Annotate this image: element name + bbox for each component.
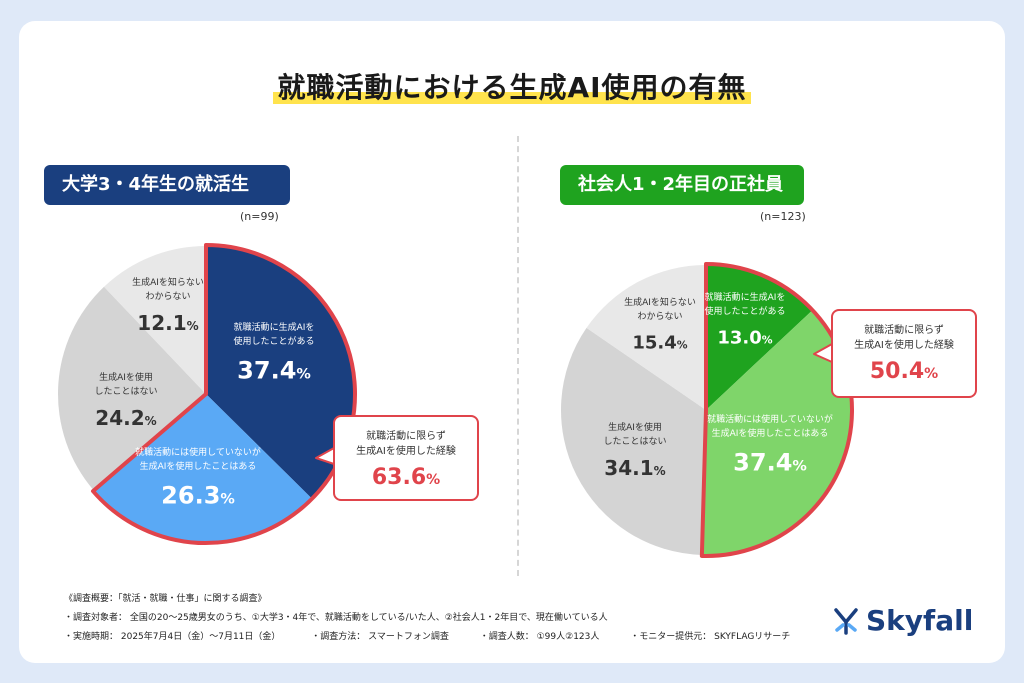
callout-right-percent: %: [924, 366, 939, 382]
pie0-slice-0-percent: %: [296, 366, 310, 382]
title-wrap: 就職活動における生成AI使用の有無: [0, 66, 1024, 106]
survey-footer: 《調査概要：「就活・就職・仕事」に関する調査》 ・調査対象者： 全国の20〜25…: [64, 590, 818, 647]
pie1-slice-3: [586, 265, 706, 410]
pie0-slice-2: [57, 286, 207, 491]
callout-left-value: 63.6: [371, 465, 427, 490]
pie1-slice-1-label: 就職活動には使用していないが: [707, 413, 833, 425]
pie0-slice-1-label: 生成AIを使用したことはある: [140, 460, 257, 472]
footer-period: ・実施時期： 2025年7月4日（金）〜7月11日（金）: [64, 632, 281, 642]
footer-method: ・調査方法： スマートフォン調査: [311, 632, 449, 642]
callout-right-label: 就職活動に限らず 生成AIを使用した経験: [854, 325, 954, 351]
left-panel-label: 大学3・4年生の就活生: [44, 165, 290, 205]
footer-target: ・調査対象者： 全国の20〜25歳男女のうち、①大学3・4年で、就職活動をしてい…: [64, 613, 608, 623]
pie1-slice-2-label: したことはない: [603, 436, 666, 447]
pie0-slice-3-label: 生成AIを知らない: [132, 276, 204, 288]
pie1-slice-0-percent: %: [762, 333, 773, 346]
pie0-slice-2-label: したことはない: [94, 386, 157, 397]
panel-divider: [517, 136, 519, 576]
pie0-slice-0: [206, 246, 355, 498]
footer-row: ・実施時期： 2025年7月4日（金）〜7月11日（金） ・調査方法： スマート…: [64, 628, 818, 647]
right-panel-label: 社会人1・2年目の正社員: [560, 165, 804, 205]
pie0-slice-1-percent: %: [220, 491, 234, 507]
pie0-slice-3-percent: %: [187, 319, 199, 333]
pie0-slice-0-value: 37.4%: [237, 356, 311, 384]
page-title-text: 就職活動における生成AI使用の有無: [277, 71, 747, 104]
page-title: 就職活動における生成AI使用の有無: [273, 66, 751, 106]
left-sample-size: (n=99): [240, 210, 279, 223]
callout-left: 就職活動に限らず 生成AIを使用した経験 63.6%: [333, 415, 479, 501]
pie0-slice-3: [104, 246, 206, 394]
callout-left-label: 就職活動に限らず 生成AIを使用した経験: [356, 431, 456, 457]
pie0-slice-2-percent: %: [145, 414, 157, 428]
pie1-slice-2: [561, 327, 706, 555]
pie1-slice-0-label: 就職活動に生成AIを: [705, 291, 786, 303]
pie1-slice-3-value: 15.4%: [632, 332, 687, 353]
pie0-slice-0-label: 使用したことがある: [233, 335, 314, 347]
pie1-slice-1-percent: %: [792, 458, 806, 474]
pie0-slice-3-value: 12.1%: [137, 311, 198, 335]
pie1-slice-3-percent: %: [677, 338, 688, 351]
pie1-slice-1: [701, 310, 852, 555]
pie1-slice-2-percent: %: [654, 464, 666, 478]
pie1-slice-3-label: わからない: [637, 311, 682, 322]
footer-heading: 《調査概要：「就活・就職・仕事」に関する調査》: [64, 594, 267, 604]
pie1-slice-0: [706, 265, 812, 410]
callout-left-percent: %: [426, 472, 441, 488]
callout-right: 就職活動に限らず 生成AIを使用した経験 50.4%: [831, 309, 977, 398]
pie0-slice-0-label: 就職活動に生成AIを: [234, 321, 315, 333]
pie0-slice-3-label: わからない: [145, 291, 190, 302]
title-highlight: [273, 92, 751, 104]
callout-right-pointer: [813, 343, 833, 363]
pie0-slice-1: [93, 394, 312, 543]
pie0-slice-2-label: 生成AIを使用: [99, 371, 153, 383]
logo-text: Skyfall: [866, 604, 974, 637]
footer-count: ・調査人数： ①99人②123人: [479, 632, 600, 642]
pie0-slice-1-label: 就職活動には使用していないが: [135, 446, 261, 458]
skyfall-logo-icon: [834, 607, 858, 635]
pie1-slice-2-label: 生成AIを使用: [608, 421, 662, 433]
pie1-slice-3-label: 生成AIを知らない: [624, 296, 696, 308]
pie1-highlight-outline: [699, 262, 854, 558]
callout-left-pointer: [315, 447, 335, 465]
pie-chart-left: 就職活動に生成AIを使用したことがある37.4%就職活動には使用していないが生成…: [57, 243, 357, 545]
footer-monitor: ・モニター提供元： SKYFLAGリサーチ: [630, 632, 791, 642]
pie1-slice-1-label: 生成AIを使用したことはある: [712, 427, 829, 439]
skyfall-logo: Skyfall: [832, 604, 973, 637]
callout-right-value-wrap: 50.4%: [833, 359, 975, 384]
pie1-slice-0-value: 13.0%: [717, 327, 772, 348]
right-sample-size: (n=123): [760, 210, 806, 223]
callout-left-value-wrap: 63.6%: [335, 465, 477, 490]
pie1-slice-0-label: 使用したことがある: [704, 305, 785, 317]
pie-chart-right: 就職活動に生成AIを使用したことがある13.0%就職活動には使用していないが生成…: [561, 262, 854, 558]
callout-right-value: 50.4: [869, 359, 925, 384]
